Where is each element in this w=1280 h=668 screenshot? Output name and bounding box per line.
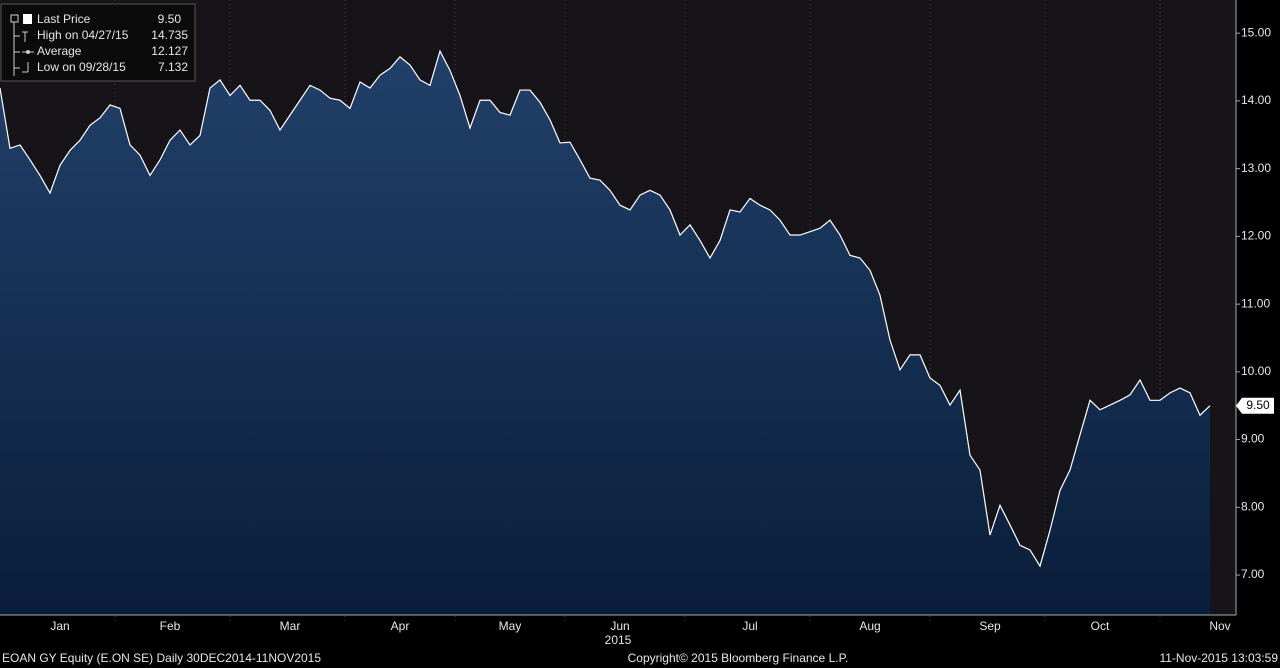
area bbox=[0, 51, 1210, 616]
x-tick-label: May bbox=[499, 619, 522, 633]
stat-value: 14.735 bbox=[151, 28, 188, 42]
x-tick-label: Jul bbox=[742, 619, 757, 633]
copyright: Copyright© 2015 Bloomberg Finance L.P. bbox=[628, 651, 849, 665]
y-tick-label: 8.00 bbox=[1241, 499, 1265, 513]
y-tick-label: 13.00 bbox=[1241, 161, 1271, 175]
plot bbox=[0, 0, 1211, 623]
last-price-label: 9.50 bbox=[1246, 398, 1270, 412]
x-tick-label: Feb bbox=[160, 619, 181, 633]
x-tick-label: Aug bbox=[859, 619, 880, 633]
x-tick-label: Mar bbox=[280, 619, 301, 633]
x-axis-label: 2015 bbox=[605, 633, 632, 647]
x-tick-label: Jun bbox=[610, 619, 629, 633]
stat-value: 12.127 bbox=[151, 44, 188, 58]
y-tick-label: 15.00 bbox=[1241, 25, 1271, 39]
price-line bbox=[0, 49, 1211, 568]
last-price-tag bbox=[1236, 397, 1274, 414]
chart-title: EOAN GY Equity (E.ON SE) Daily 30DEC2014… bbox=[2, 651, 321, 665]
y-tick-label: 14.00 bbox=[1241, 93, 1271, 107]
legend-icon bbox=[26, 50, 30, 54]
x-tick-label: Oct bbox=[1091, 619, 1110, 633]
timestamp: 11-Nov-2015 13:03:59 bbox=[1159, 651, 1278, 665]
y-tick-label: 7.00 bbox=[1241, 567, 1265, 581]
stat-name: Average bbox=[37, 44, 82, 58]
legend-icon bbox=[23, 14, 32, 24]
stat-name: Last Price bbox=[37, 12, 91, 26]
y-tick-label: 12.00 bbox=[1241, 229, 1271, 243]
stat-name: Low on 09/28/15 bbox=[37, 60, 126, 74]
x-tick-label: Nov bbox=[1209, 619, 1230, 633]
x-tick-label: Apr bbox=[391, 619, 410, 633]
stat-value: 7.132 bbox=[158, 60, 188, 74]
stat-name: High on 04/27/15 bbox=[37, 28, 129, 42]
y-tick-label: 11.00 bbox=[1241, 296, 1270, 310]
stat-value: 9.50 bbox=[158, 12, 182, 26]
y-tick-label: 9.00 bbox=[1241, 432, 1265, 446]
legend-box bbox=[0, 3, 196, 82]
x-tick-label: Jan bbox=[50, 619, 69, 633]
legend: Last Price 9.50 High on 04/27/15 14.735 … bbox=[0, 3, 196, 82]
x-tick-label: Sep bbox=[979, 619, 1001, 633]
y-tick-label: 10.00 bbox=[1241, 364, 1271, 378]
